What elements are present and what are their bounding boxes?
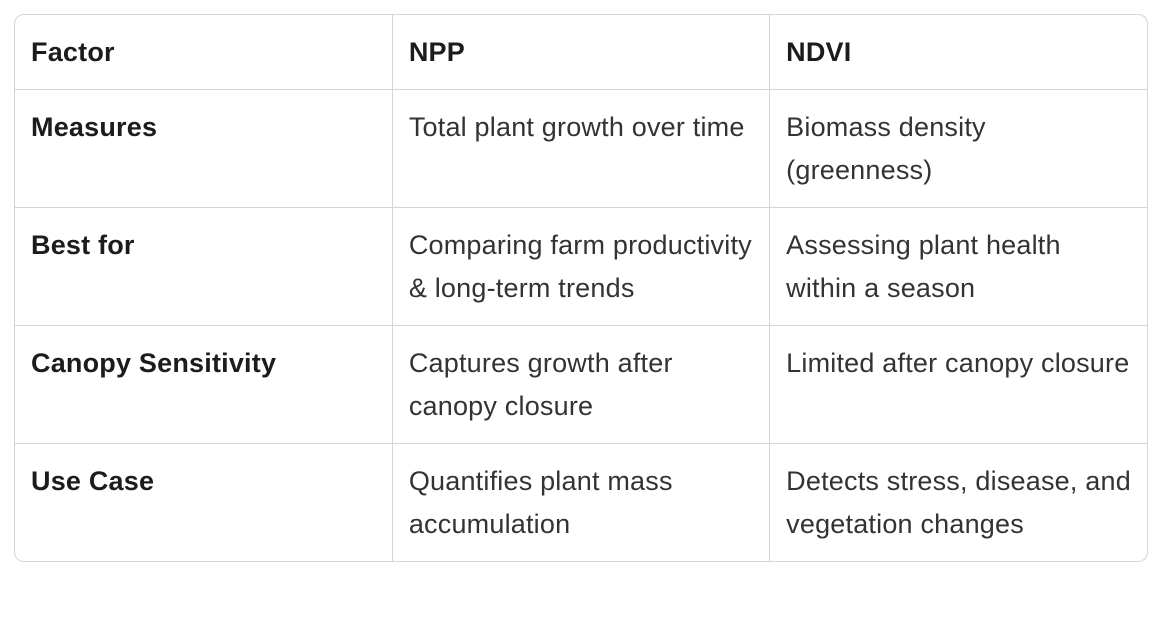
comparison-table: Factor NPP NDVI Measures Total plant gro… — [14, 14, 1148, 562]
table-row-canopy-sensitivity: Canopy Sensitivity Captures growth after… — [15, 325, 1147, 444]
cell-best-for-npp: Comparing farm productivity & long-term … — [391, 207, 770, 326]
cell-canopy-npp: Captures growth after canopy closure — [391, 325, 770, 444]
cell-measures-ndvi: Biomass density (greenness) — [769, 89, 1147, 208]
cell-use-case-ndvi: Detects stress, disease, and vegetation … — [769, 443, 1147, 561]
column-header-factor: Factor — [31, 37, 115, 67]
column-header-npp: NPP — [391, 15, 770, 90]
npp-ndvi-table: Factor NPP NDVI Measures Total plant gro… — [15, 15, 1147, 561]
header-row: Factor NPP NDVI — [15, 15, 1147, 90]
cell-use-case-npp: Quantifies plant mass accumulation — [391, 443, 770, 561]
cell-canopy-ndvi: Limited after canopy closure — [769, 325, 1147, 444]
cell-best-for-ndvi: Assessing plant health within a season — [769, 207, 1147, 326]
row-header-best-for: Best for — [15, 207, 393, 326]
cell-measures-npp: Total plant growth over time — [391, 89, 770, 208]
table-row-measures: Measures Total plant growth over time Bi… — [15, 89, 1147, 208]
table-row-best-for: Best for Comparing farm productivity & l… — [15, 207, 1147, 326]
row-header-use-case: Use Case — [15, 443, 393, 561]
row-header-measures: Measures — [15, 89, 393, 208]
row-header-canopy-sensitivity: Canopy Sensitivity — [15, 325, 393, 444]
table-row-use-case: Use Case Quantifies plant mass accumulat… — [15, 443, 1147, 561]
column-header-ndvi: NDVI — [769, 15, 1147, 90]
